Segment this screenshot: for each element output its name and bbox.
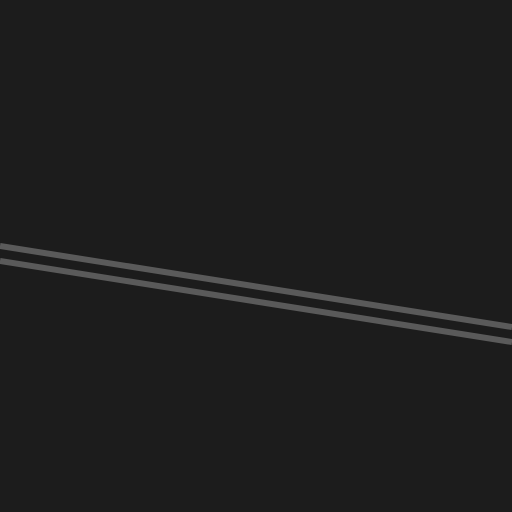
- diagonal-line-lower: [0, 258, 512, 345]
- diagonal-line-upper: [0, 243, 512, 330]
